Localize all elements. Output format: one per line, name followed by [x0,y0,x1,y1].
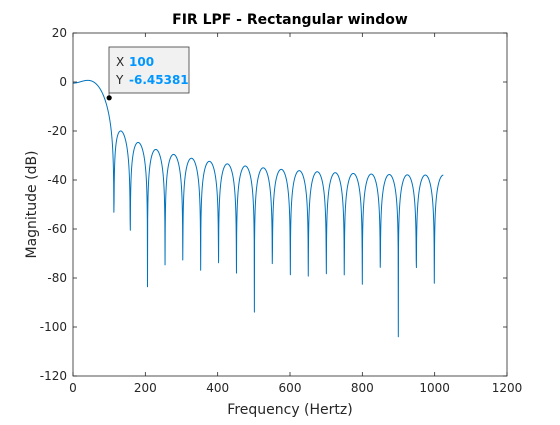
x-tick-label: 200 [134,381,157,395]
chart-title: FIR LPF - Rectangular window [172,12,408,28]
y-tick-label: -20 [47,124,67,138]
y-tick-label: -120 [40,369,67,383]
datatip-y-value: -6.45381 [129,73,189,87]
x-tick-label: 800 [351,381,374,395]
x-tick-label: 0 [69,381,77,395]
datatip-y-key: Y [115,73,124,87]
x-tick-label: 1000 [419,381,450,395]
y-tick-label: -80 [47,271,67,285]
datatip-marker[interactable] [107,95,112,100]
x-tick-label: 1200 [492,381,523,395]
y-tick-label: -100 [40,320,67,334]
datatip-x-value: 100 [129,55,154,69]
datatip[interactable]: X 100 Y -6.45381 [107,47,189,100]
y-tick-label: 0 [59,75,67,89]
x-tick-label: 600 [279,381,302,395]
y-tick-label: -60 [47,222,67,236]
datatip-x-key: X [116,55,124,69]
y-tick-label: -40 [47,173,67,187]
x-axis-label: Frequency (Hertz) [227,402,352,418]
y-tick-label: 20 [52,26,67,40]
x-tick-label: 400 [206,381,229,395]
y-axis-label: Magnitude (dB) [24,150,40,258]
